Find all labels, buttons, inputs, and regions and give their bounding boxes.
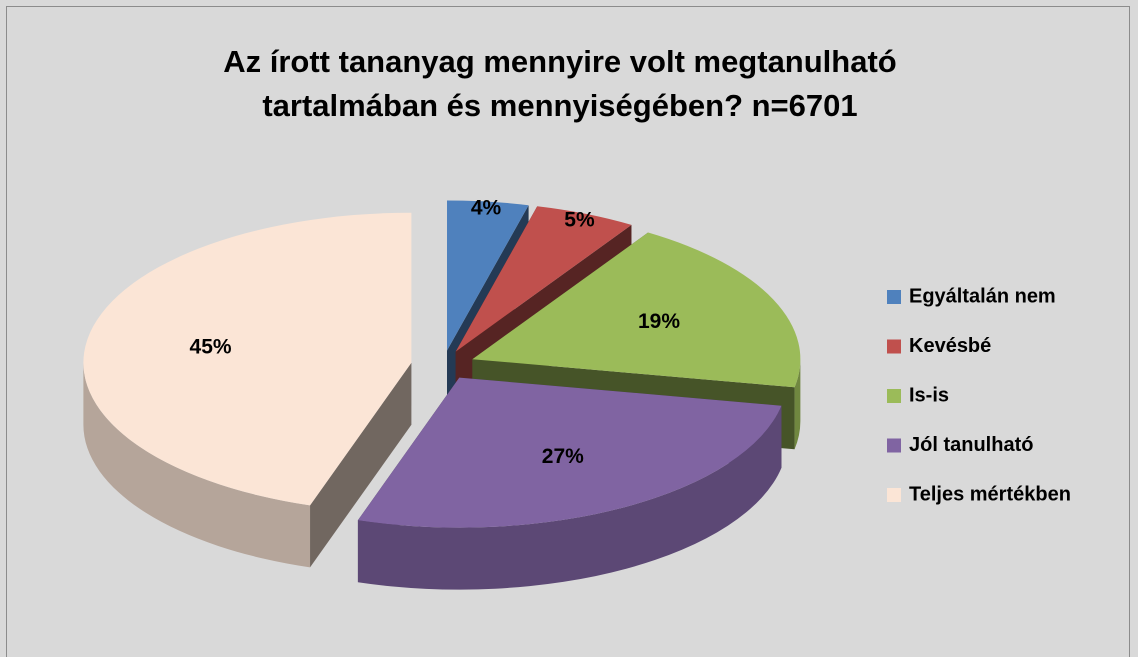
- slice: [472, 232, 801, 388]
- slice-wall: [83, 362, 311, 568]
- slice-wall: [357, 405, 782, 590]
- slice: [447, 200, 529, 351]
- legend-label: Jól tanulható: [909, 434, 1033, 456]
- chart-frame: [6, 6, 1130, 657]
- slice: [357, 377, 782, 528]
- data-label: 4%: [471, 197, 502, 220]
- slice-side: [310, 362, 412, 568]
- slice: [455, 206, 632, 352]
- legend-label: Egyáltalán nem: [909, 285, 1056, 307]
- legend-swatch: [887, 339, 901, 354]
- legend-label: Kevésbé: [909, 335, 991, 357]
- data-label: 19%: [638, 310, 680, 333]
- legend-label: Teljes mértékben: [909, 483, 1071, 505]
- legend-swatch: [887, 438, 901, 453]
- chart-title: Az írott tananyag mennyire volt megtanul…: [223, 44, 897, 123]
- legend-swatch: [887, 488, 901, 502]
- data-label: 27%: [542, 445, 584, 468]
- data-label: 5%: [564, 208, 595, 231]
- data-label: 45%: [190, 336, 232, 359]
- slice-wall: [794, 359, 801, 450]
- legend-label: Is-is: [909, 384, 949, 406]
- slice: [83, 212, 412, 506]
- legend-swatch: [887, 389, 901, 403]
- legend-swatch: [887, 290, 901, 304]
